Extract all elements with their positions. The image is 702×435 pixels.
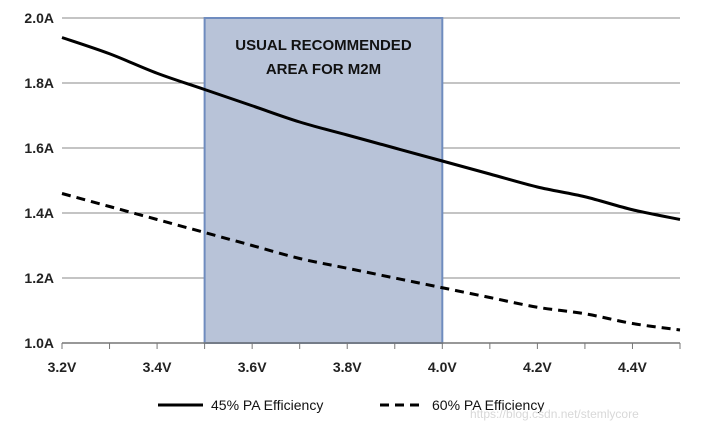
legend-label-2: 60% PA Efficiency: [432, 397, 544, 413]
x-tick-label: 3.4V: [143, 359, 172, 375]
shaded-region: [203, 17, 444, 344]
x-tick-label: 4.0V: [428, 359, 457, 375]
x-tick-label: 4.4V: [618, 359, 647, 375]
x-tick-label: 4.2V: [523, 359, 552, 375]
x-tick-labels: 3.2V 3.4V 3.6V 3.8V 4.0V 4.2V 4.4V: [48, 359, 648, 375]
y-tick-label: 1.2A: [24, 270, 54, 286]
series-line-1: [61, 36, 681, 221]
region-label-line: AREA FOR M2M: [266, 61, 381, 78]
x-tick-label: 3.6V: [238, 359, 267, 375]
legend-label-1: 45% PA Efficiency: [211, 397, 323, 413]
watermark: https://blog.csdn.net/stemlycore: [470, 407, 639, 421]
y-tick-label: 1.8A: [24, 75, 54, 91]
y-tick-label: 1.0A: [24, 335, 54, 351]
series-line-2: [61, 192, 681, 332]
y-tick-labels: 1.0A 1.2A 1.4A 1.6A 1.8A 2.0A: [24, 10, 54, 351]
series-lines: [61, 36, 681, 332]
x-tick-label: 3.2V: [48, 359, 77, 375]
axes: [61, 342, 681, 349]
region-label-line: USUAL RECOMMENDED: [235, 37, 412, 54]
y-tick-label: 2.0A: [24, 10, 54, 26]
x-tick-label: 3.8V: [333, 359, 362, 375]
legend: 45% PA Efficiency 60% PA Efficiency: [158, 397, 544, 413]
recommended-region: USUAL RECOMMENDED AREA FOR M2M: [203, 17, 444, 344]
y-tick-label: 1.6A: [24, 140, 54, 156]
y-tick-label: 1.4A: [24, 205, 54, 221]
